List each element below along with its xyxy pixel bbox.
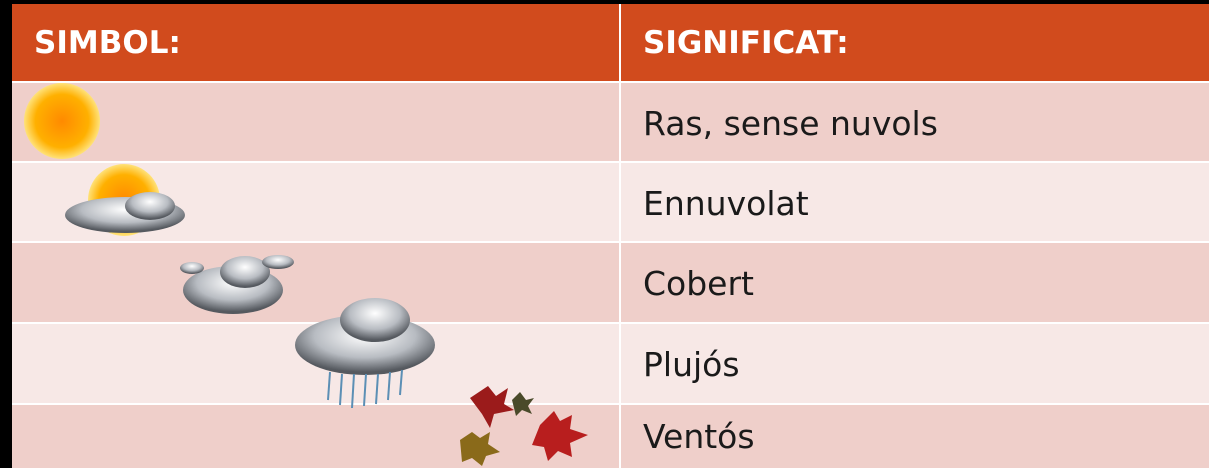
meaning-cell: Ennuvolat bbox=[643, 183, 809, 223]
table-row: Ras, sense nuvols bbox=[12, 81, 1209, 163]
wind-icon bbox=[460, 386, 588, 466]
weather-table: SIMBOL: SIGNIFICAT: Ras, sense nuvols En… bbox=[12, 4, 1209, 468]
header-cell: SIGNIFICAT: bbox=[643, 24, 849, 61]
meaning-cell: Ventós bbox=[643, 417, 755, 456]
symbol-cell bbox=[12, 163, 621, 243]
meaning-cell: Ras, sense nuvols bbox=[643, 103, 938, 143]
table-row: Ventós bbox=[12, 403, 1209, 468]
rain-icon bbox=[295, 298, 435, 409]
symbol-cell bbox=[12, 243, 621, 324]
sun-icon bbox=[24, 83, 100, 159]
header-row: SIMBOL: SIGNIFICAT: bbox=[12, 4, 1209, 81]
table-row: Ennuvolat bbox=[12, 161, 1209, 243]
table-row: Plujós bbox=[12, 322, 1209, 405]
symbol-cell bbox=[12, 405, 621, 468]
symbol-cell bbox=[12, 324, 621, 405]
cloudy-icon bbox=[180, 255, 294, 314]
partly-cloudy-icon bbox=[65, 164, 185, 236]
symbol-cell bbox=[12, 83, 621, 163]
meaning-cell: Plujós bbox=[643, 345, 740, 384]
meaning-cell: Cobert bbox=[643, 264, 754, 303]
header-cell: SIMBOL: bbox=[12, 4, 621, 81]
